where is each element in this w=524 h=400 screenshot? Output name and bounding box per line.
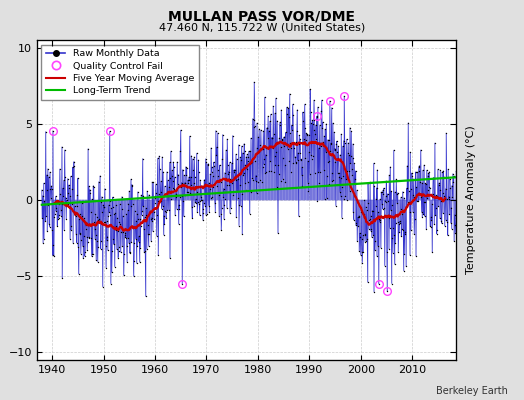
Y-axis label: Temperature Anomaly (°C): Temperature Anomaly (°C) [466, 126, 476, 274]
Text: Berkeley Earth: Berkeley Earth [436, 386, 508, 396]
Text: 47.460 N, 115.722 W (United States): 47.460 N, 115.722 W (United States) [159, 22, 365, 32]
Text: MULLAN PASS VOR/DME: MULLAN PASS VOR/DME [169, 10, 355, 24]
Legend: Raw Monthly Data, Quality Control Fail, Five Year Moving Average, Long-Term Tren: Raw Monthly Data, Quality Control Fail, … [41, 45, 199, 100]
